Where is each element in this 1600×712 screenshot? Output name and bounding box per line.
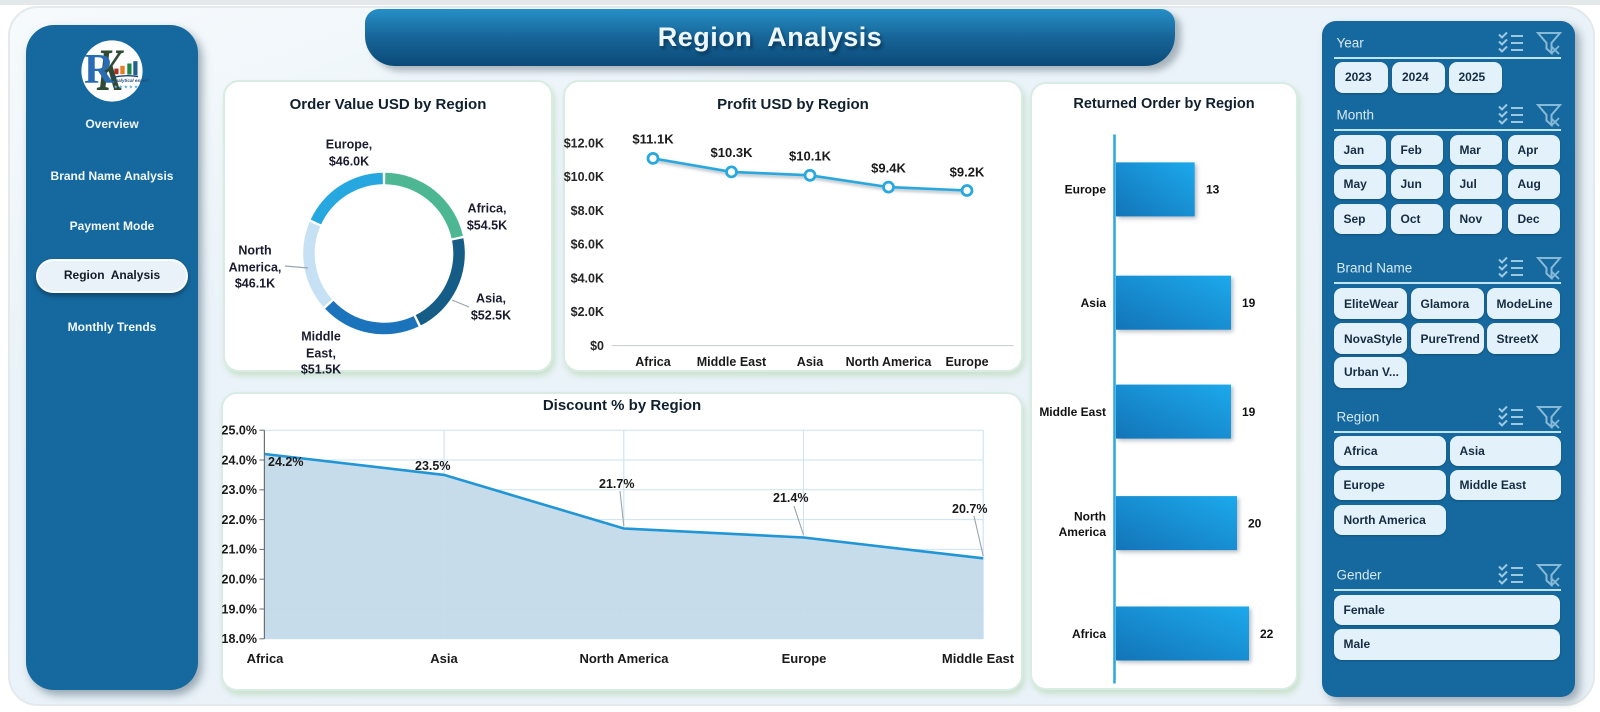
svg-text:21.4%: 21.4% [773, 491, 808, 505]
svg-text:$10.3K: $10.3K [711, 145, 754, 160]
svg-text:21.0%: 21.0% [222, 543, 257, 557]
svg-text:Europe: Europe [945, 355, 988, 369]
svg-text:Asia: Asia [1081, 296, 1107, 310]
svg-text:20: 20 [1248, 516, 1262, 530]
svg-text:America: America [1059, 524, 1107, 538]
svg-text:20.0%: 20.0% [222, 573, 257, 587]
svg-text:$12.0K: $12.0K [564, 137, 604, 151]
svg-text:$10.1K: $10.1K [789, 149, 832, 164]
svg-text:North America: North America [579, 651, 669, 666]
svg-text:$10.0K: $10.0K [564, 170, 604, 184]
svg-text:$2.0K: $2.0K [571, 305, 604, 319]
svg-text:23.0%: 23.0% [222, 483, 257, 497]
svg-text:North America: North America [846, 355, 933, 369]
svg-text:Europe: Europe [782, 651, 827, 666]
svg-text:13: 13 [1206, 182, 1220, 196]
svg-text:21.7%: 21.7% [599, 477, 634, 491]
svg-text:24.0%: 24.0% [222, 453, 257, 467]
svg-text:$9.2K: $9.2K [950, 165, 985, 180]
svg-text:Europe: Europe [1065, 182, 1107, 196]
svg-text:Analytical expert: Analytical expert [111, 78, 149, 83]
svg-text:22: 22 [1260, 626, 1274, 640]
svg-text:R: R [84, 47, 115, 93]
svg-text:22.0%: 22.0% [222, 513, 257, 527]
svg-text:Asia: Asia [797, 355, 824, 369]
svg-text:Africa: Africa [1072, 626, 1106, 640]
svg-text:24.2%: 24.2% [268, 455, 303, 469]
svg-text:Africa: Africa [247, 651, 285, 666]
svg-text:18.0%: 18.0% [222, 632, 257, 646]
svg-text:$0: $0 [590, 339, 604, 353]
svg-text:★★★★★: ★★★★★ [114, 85, 139, 91]
svg-text:$9.4K: $9.4K [871, 161, 906, 176]
svg-text:Middle East: Middle East [697, 355, 767, 369]
svg-text:$11.1K: $11.1K [632, 132, 674, 147]
svg-text:20.7%: 20.7% [952, 502, 987, 516]
svg-text:North: North [1074, 509, 1106, 523]
svg-text:19: 19 [1242, 296, 1256, 310]
svg-text:25.0%: 25.0% [222, 424, 257, 438]
svg-text:Middle East: Middle East [1039, 404, 1106, 418]
svg-text:Africa: Africa [635, 355, 671, 369]
svg-text:23.5%: 23.5% [415, 459, 450, 473]
svg-text:19.0%: 19.0% [222, 602, 257, 616]
svg-text:$6.0K: $6.0K [571, 238, 604, 252]
svg-text:$8.0K: $8.0K [571, 204, 604, 218]
svg-text:K: K [96, 37, 124, 103]
svg-text:$4.0K: $4.0K [571, 271, 604, 285]
svg-text:19: 19 [1242, 404, 1256, 418]
svg-text:Middle East: Middle East [942, 651, 1015, 666]
svg-text:Asia: Asia [430, 651, 458, 666]
